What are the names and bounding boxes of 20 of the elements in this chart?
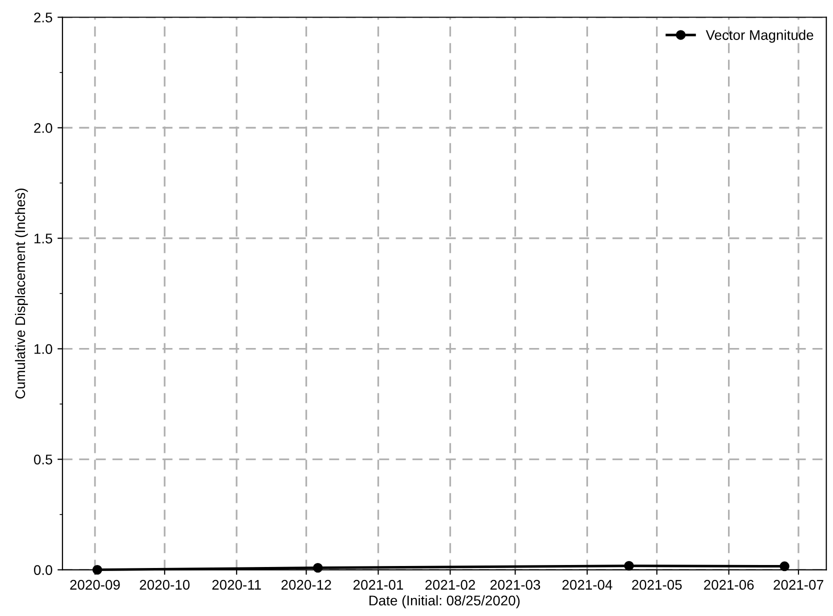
x-tick-label: 2020-11 <box>212 580 261 590</box>
x-tick-label: 2021-07 <box>774 580 824 590</box>
y-tick-label: 1.5 <box>34 234 52 244</box>
y-tick-label: 2.0 <box>34 123 52 133</box>
y-axis-title: Cumulative Displacement (Inches) <box>14 188 28 399</box>
x-tick-label: 2021-03 <box>490 580 540 590</box>
x-tick-label: 2021-06 <box>704 580 754 590</box>
x-tick-label: 2021-05 <box>632 580 682 590</box>
y-tick-label: 0.0 <box>34 565 52 575</box>
x-tick-label: 2020-10 <box>140 580 190 590</box>
x-axis-title: Date (Initial: 08/25/2020) <box>370 595 520 608</box>
x-tick-label: 2021-04 <box>562 580 612 590</box>
y-tick-label: 0.5 <box>34 454 52 464</box>
x-tick-label: 2020-09 <box>70 580 120 590</box>
legend-label: Vector Magnitude <box>706 30 814 43</box>
x-tick-label: 2020-12 <box>281 580 332 590</box>
x-tick-label: 2021-01 <box>353 580 404 590</box>
y-tick-label: 1.0 <box>34 344 52 354</box>
x-tick-label: 2021-02 <box>425 580 475 590</box>
y-tick-label: 2.5 <box>34 12 52 22</box>
